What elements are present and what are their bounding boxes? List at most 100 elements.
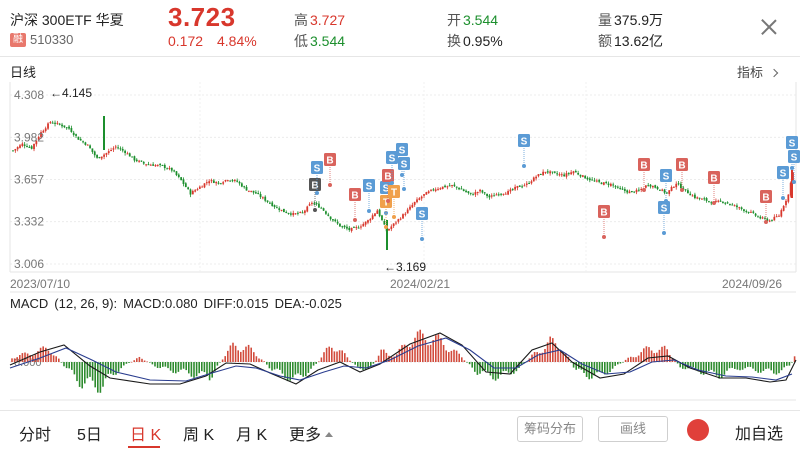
macd-histogram-bar — [364, 362, 367, 370]
trade-marker[interactable] — [786, 136, 798, 149]
macd-histogram-bar — [65, 362, 68, 369]
macd-histogram-bar — [765, 362, 767, 369]
trade-marker-dot — [402, 187, 406, 191]
trade-marker-dot — [328, 183, 332, 187]
record-dot-icon[interactable] — [687, 419, 709, 441]
trade-marker[interactable] — [380, 195, 392, 208]
trade-marker[interactable] — [349, 188, 361, 201]
trade-marker[interactable] — [396, 143, 408, 156]
candle-body — [710, 202, 713, 204]
indicator-button[interactable]: 指标 — [737, 62, 779, 81]
macd-histogram-bar — [47, 350, 50, 362]
chip-distribution-button[interactable]: 筹码分布 — [517, 416, 583, 442]
candle-body — [628, 191, 631, 194]
low-value: 3.544 — [310, 33, 346, 49]
tab-intraday[interactable]: 分时 — [19, 427, 52, 444]
candle-body — [497, 194, 500, 196]
macd-histogram-bar — [128, 362, 130, 363]
macd-histogram-bar — [458, 353, 460, 362]
candle-body — [509, 189, 512, 192]
candle-body — [455, 186, 458, 188]
macd-histogram-bar — [224, 356, 226, 362]
candle-body — [773, 216, 776, 221]
macd-histogram-bar — [539, 353, 541, 362]
trade-marker[interactable] — [398, 157, 410, 170]
candle-body — [581, 175, 584, 177]
candle-body — [56, 122, 59, 124]
candle-body — [623, 189, 626, 191]
tab-monthly-k[interactable]: 月 K — [236, 427, 268, 444]
macd-histogram-bar — [117, 362, 120, 372]
trade-marker[interactable] — [309, 178, 321, 191]
trade-marker[interactable] — [660, 169, 672, 182]
candle-body — [152, 164, 155, 166]
macd-params: (12, 26, 9): — [54, 296, 118, 311]
trade-marker-letter: S — [389, 154, 396, 165]
trade-marker-dot — [353, 218, 357, 222]
macd-histogram-bar — [736, 362, 739, 370]
trade-marker[interactable] — [598, 205, 610, 218]
macd-histogram-bar — [104, 362, 107, 379]
macd-histogram-bar — [268, 362, 271, 369]
trade-marker[interactable] — [676, 158, 688, 171]
trade-marker[interactable] — [638, 158, 650, 171]
macd-histogram-bar — [229, 345, 232, 362]
trade-marker-letter: S — [399, 146, 406, 157]
header-divider — [0, 56, 800, 57]
trade-marker[interactable] — [386, 151, 398, 164]
macd-histogram-bar — [60, 362, 63, 363]
candle-body — [521, 186, 524, 188]
trade-marker[interactable] — [382, 169, 394, 182]
tab-weekly-k[interactable]: 周 K — [183, 427, 215, 444]
candle-body — [311, 202, 313, 204]
candle-body — [483, 192, 486, 194]
trade-marker-letter: B — [311, 181, 318, 192]
macd-histogram-bar — [585, 362, 588, 377]
macd-histogram-bar — [193, 362, 195, 378]
tab-more[interactable]: 更多 — [289, 421, 334, 445]
macd-histogram-bar — [617, 362, 619, 365]
trade-marker[interactable] — [416, 207, 428, 220]
trade-marker[interactable] — [311, 161, 323, 174]
tab-daily-k[interactable]: 日 K — [130, 427, 162, 444]
candle-body — [212, 180, 215, 183]
macd-histogram-bar — [123, 362, 125, 366]
add-watchlist-button[interactable]: 加自选 — [735, 426, 784, 443]
macd-histogram-bar — [754, 362, 757, 372]
macd-histogram-bar — [575, 362, 577, 370]
macd-histogram-bar — [466, 362, 468, 363]
candle-body — [593, 180, 596, 182]
trade-marker[interactable] — [363, 179, 375, 192]
candle-body — [154, 165, 157, 167]
trade-marker[interactable] — [518, 134, 530, 147]
candle-body — [105, 153, 108, 155]
tab-5day[interactable]: 5日 — [77, 427, 102, 444]
candle-body — [684, 189, 687, 191]
trade-marker[interactable] — [324, 153, 336, 166]
macd-histogram-bar — [68, 362, 70, 369]
macd-histogram-bar — [554, 343, 557, 362]
candle-body — [103, 154, 105, 157]
macd-histogram-bar — [676, 362, 679, 364]
macd-histogram-bar — [354, 362, 356, 365]
macd-histogram-bar — [721, 362, 723, 378]
candle-body — [640, 189, 643, 191]
trade-marker[interactable] — [788, 150, 800, 163]
trade-marker[interactable] — [708, 171, 720, 184]
candle-body — [782, 205, 785, 211]
candle-body — [37, 136, 40, 140]
candle-body — [691, 195, 694, 197]
trade-marker[interactable] — [388, 185, 400, 198]
draw-line-button[interactable]: 画线 — [598, 416, 668, 442]
candle-body — [448, 185, 451, 187]
trade-marker[interactable] — [658, 201, 670, 214]
candle-body — [724, 202, 727, 204]
macd-histogram-bar — [120, 362, 122, 369]
macd-histogram-bar — [286, 362, 289, 382]
macd-histogram-bar — [130, 361, 133, 363]
trade-marker[interactable] — [760, 190, 772, 203]
trade-marker[interactable] — [777, 166, 789, 179]
candle-body — [70, 128, 73, 133]
trade-marker-letter: S — [419, 210, 426, 221]
